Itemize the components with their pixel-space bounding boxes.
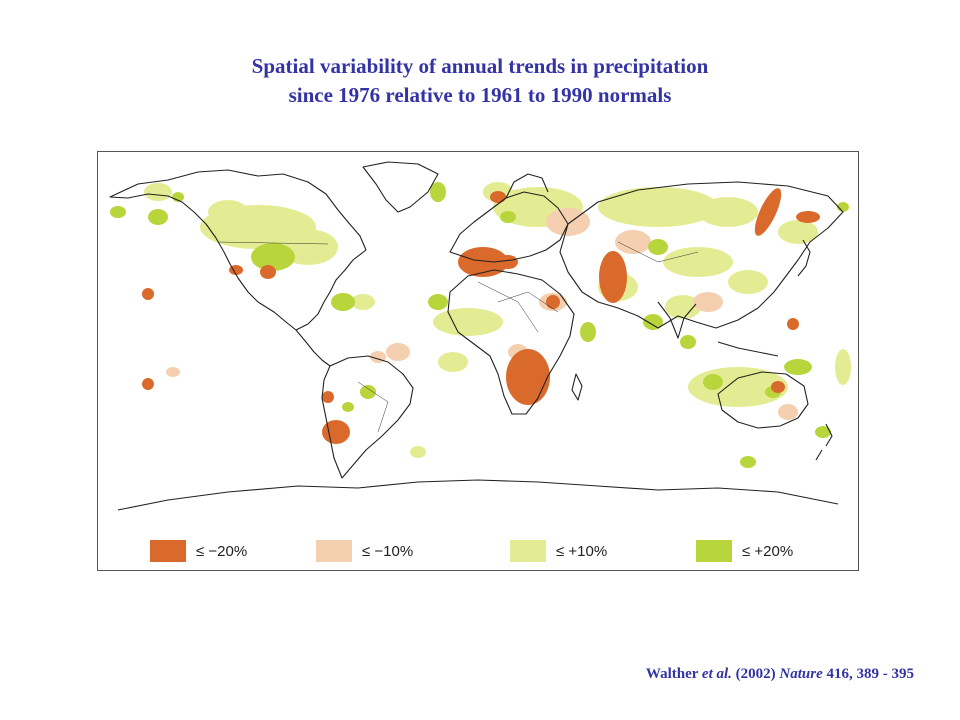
scandinavia-outline — [505, 173, 549, 199]
legend-item-strong-increase: ≤ +20% — [696, 540, 793, 562]
legend-item-weak-decrease: ≤ −10% — [316, 540, 413, 562]
citation-journal: Nature — [779, 666, 823, 682]
citation: Walther et al. (2002) Nature 416, 389 - … — [646, 666, 914, 683]
legend-label: ≤ +20% — [742, 542, 794, 560]
title-line-2: since 1976 relative to 1961 to 1990 norm… — [288, 83, 672, 107]
legend-label: ≤ +10% — [556, 542, 608, 560]
india-outline — [657, 301, 697, 339]
southeast-asia-outline — [717, 341, 779, 357]
citation-etal: et al. — [701, 666, 732, 682]
patches-weak-increase — [144, 182, 851, 458]
citation-ref: 416, 389 - 395 — [826, 666, 915, 682]
antarctica-outline — [117, 479, 839, 511]
japan-outline — [797, 239, 811, 277]
world-precipitation-map — [109, 161, 851, 511]
title-line-1: Spatial variability of annual trends in … — [251, 54, 709, 78]
legend-swatch — [150, 540, 186, 562]
central-america-outline — [295, 329, 331, 367]
legend-item-weak-increase: ≤ +10% — [510, 540, 607, 562]
legend-label: ≤ −20% — [196, 542, 248, 560]
new-zealand-outline — [815, 423, 833, 461]
australia-outline — [717, 371, 809, 429]
citation-authors: Walther — [645, 666, 699, 682]
legend-swatch — [696, 540, 732, 562]
map-figure: ≤ −20% ≤ −10% ≤ +10% ≤ +20% — [97, 151, 859, 571]
trend-patches — [110, 182, 851, 468]
legend-swatch — [510, 540, 546, 562]
legend-label: ≤ −10% — [362, 542, 414, 560]
coastlines — [109, 161, 844, 511]
greenland-outline — [362, 161, 439, 213]
figure-title: Spatial variability of annual trends in … — [0, 52, 960, 110]
country-borders — [217, 241, 699, 433]
patches-strong-increase — [110, 182, 849, 468]
legend-item-strong-decrease: ≤ −20% — [150, 540, 247, 562]
south-america-outline — [321, 355, 414, 479]
africa-outline — [447, 269, 575, 415]
europe-outline — [449, 191, 569, 263]
citation-year: (2002) — [735, 666, 776, 682]
patches-strong-decrease — [142, 188, 820, 444]
asia-outline — [559, 181, 844, 329]
north-america-outline — [109, 169, 367, 331]
madagascar-outline — [571, 373, 583, 401]
legend-swatch — [316, 540, 352, 562]
